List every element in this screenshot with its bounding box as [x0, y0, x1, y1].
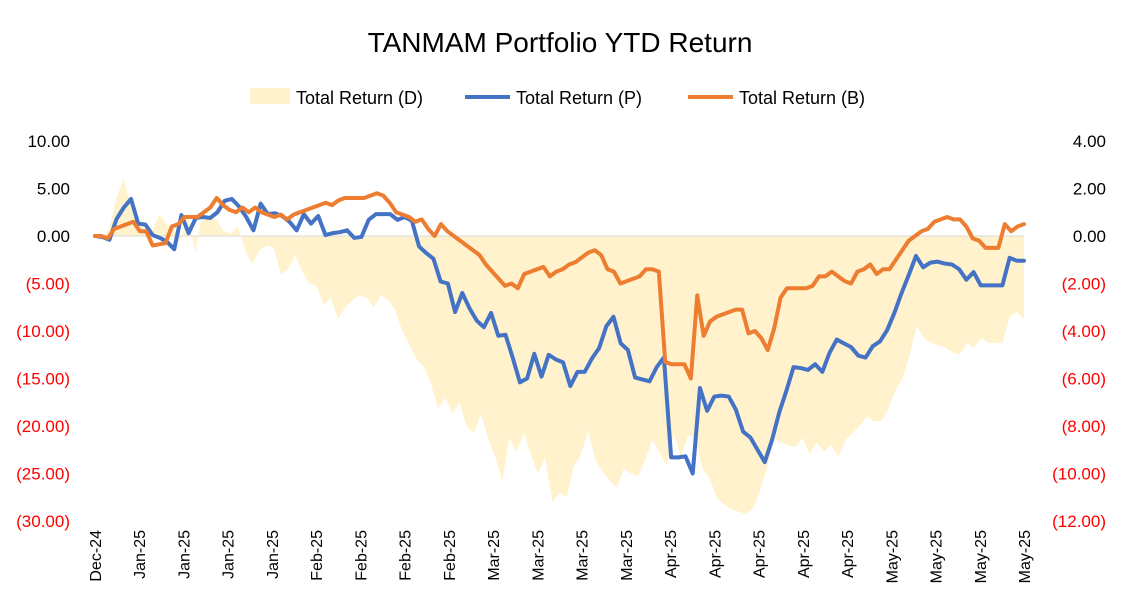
- left-tick-label: (5.00): [26, 275, 70, 294]
- left-tick-label: (15.00): [16, 370, 70, 389]
- right-tick-label: (12.00): [1052, 512, 1106, 531]
- legend-label-p: Total Return (P): [516, 88, 642, 108]
- x-tick-label: Jan-25: [132, 530, 149, 579]
- x-tick-label: Mar-25: [486, 530, 503, 581]
- left-tick-label: (25.00): [16, 465, 70, 484]
- x-tick-label: Apr-25: [840, 530, 857, 578]
- x-tick-label: Dec-24: [88, 530, 105, 582]
- chart-title: TANMAM Portfolio YTD Return: [368, 27, 753, 58]
- left-tick-label: 5.00: [37, 180, 70, 199]
- right-tick-label: (2.00): [1062, 275, 1106, 294]
- left-tick-label: (10.00): [16, 322, 70, 341]
- x-tick-label: May-25: [973, 530, 990, 583]
- x-tick-label: May-25: [929, 530, 946, 583]
- right-tick-label: (4.00): [1062, 322, 1106, 341]
- left-tick-label: 10.00: [27, 132, 70, 151]
- x-tick-label: Apr-25: [796, 530, 813, 578]
- x-tick-label: Jan-25: [176, 530, 193, 579]
- left-tick-label: (30.00): [16, 512, 70, 531]
- x-tick-label: Feb-25: [309, 530, 326, 581]
- legend: Total Return (D) Total Return (P) Total …: [250, 88, 865, 108]
- x-tick-label: Feb-25: [398, 530, 415, 581]
- right-axis: 4.00 2.00 0.00 (2.00) (4.00) (6.00) (8.00) (10.…: [1052, 132, 1106, 531]
- x-tick-label: Jan-25: [265, 530, 282, 579]
- right-tick-label: (6.00): [1062, 370, 1106, 389]
- x-tick-label: May-25: [1017, 530, 1034, 583]
- right-tick-label: (10.00): [1052, 465, 1106, 484]
- plot-area: [93, 179, 1026, 514]
- x-tick-label: Apr-25: [663, 530, 680, 578]
- series-line-p: [93, 196, 1026, 476]
- x-tick-label: Feb-25: [353, 530, 370, 581]
- legend-swatch-d: [250, 88, 290, 104]
- right-tick-label: 0.00: [1073, 227, 1106, 246]
- x-tick-label: Apr-25: [752, 530, 769, 578]
- series-line-b: [93, 191, 1026, 381]
- x-axis: Dec-24 Jan-25 Jan-25 Jan-25 Jan-25 Feb-25 Feb-…: [88, 530, 1034, 583]
- series-area-d: [95, 179, 1024, 514]
- left-axis: 10.00 5.00 0.00 (5.00) (10.00) (15.00) (20.00)…: [16, 132, 70, 531]
- legend-label-d: Total Return (D): [296, 88, 423, 108]
- left-tick-label: (20.00): [16, 417, 70, 436]
- x-tick-label: Mar-25: [619, 530, 636, 581]
- x-tick-label: Feb-25: [442, 530, 459, 581]
- x-tick-label: Apr-25: [707, 530, 724, 578]
- x-tick-label: Mar-25: [530, 530, 547, 581]
- legend-label-b: Total Return (B): [739, 88, 865, 108]
- right-tick-label: 2.00: [1073, 180, 1106, 199]
- right-tick-label: 4.00: [1073, 132, 1106, 151]
- x-tick-label: May-25: [884, 530, 901, 583]
- left-tick-label: 0.00: [37, 227, 70, 246]
- right-tick-label: (8.00): [1062, 417, 1106, 436]
- x-tick-label: Jan-25: [221, 530, 238, 579]
- x-tick-label: Mar-25: [575, 530, 592, 581]
